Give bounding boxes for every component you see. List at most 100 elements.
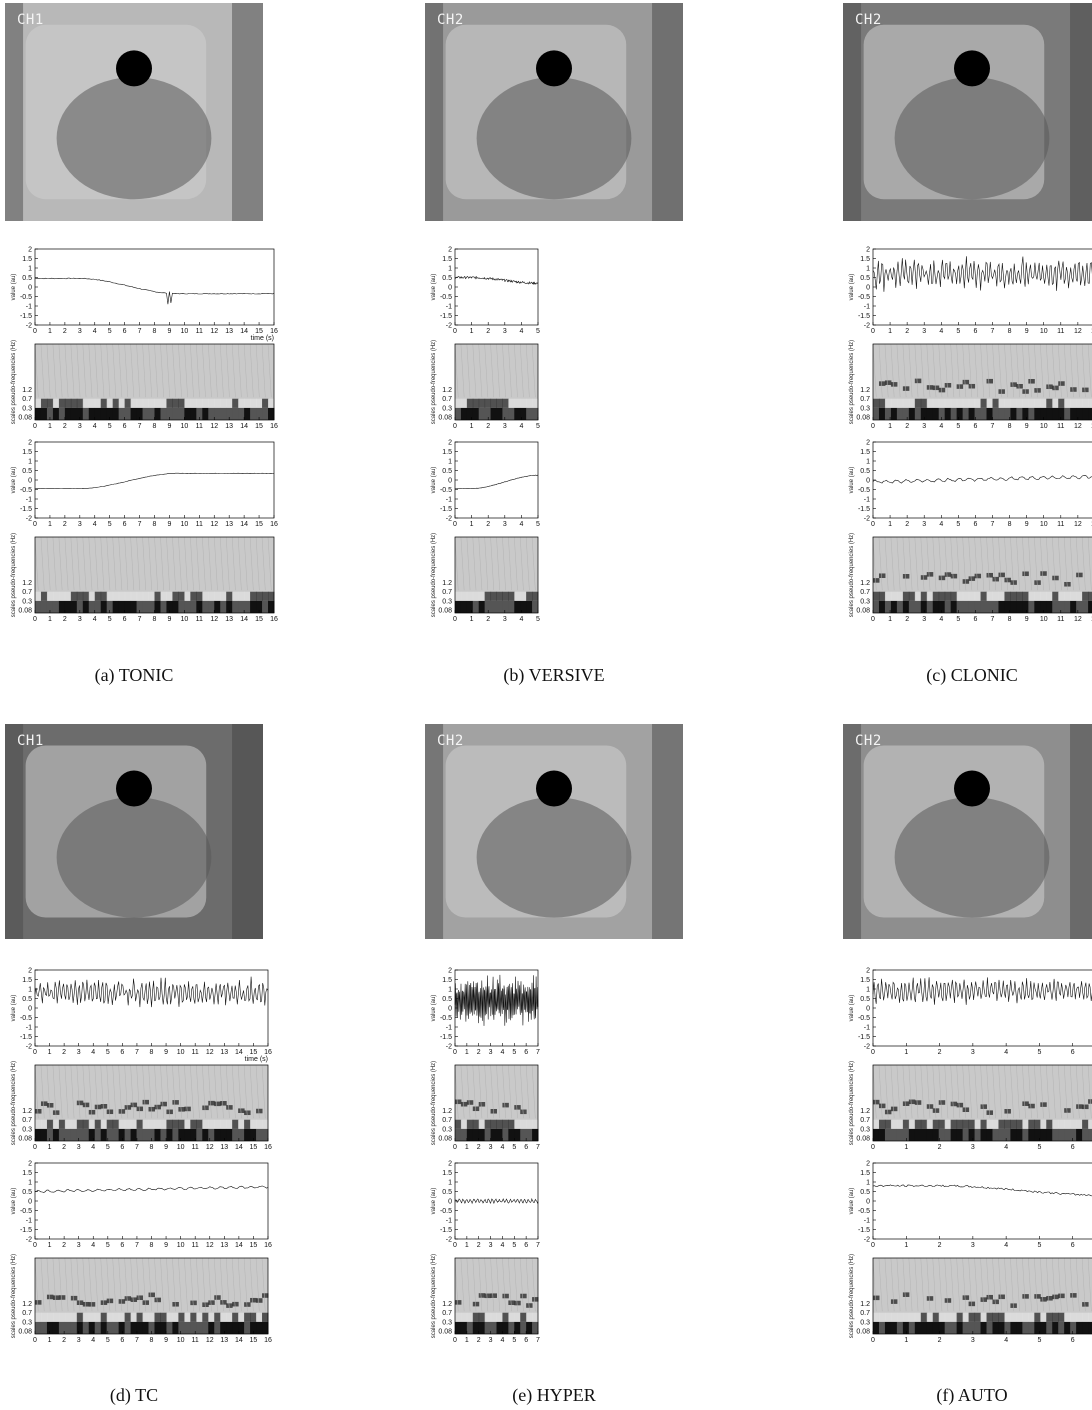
x-tick-label: 4 xyxy=(939,521,943,528)
y-tick-label: 0.7 xyxy=(442,589,452,596)
x-tick-label: 7 xyxy=(138,521,142,528)
x-tick-label: 14 xyxy=(235,1337,243,1344)
y-tick-label: 0.7 xyxy=(22,589,32,596)
y-tick-label: -1.5 xyxy=(858,506,870,513)
y-tick-label: -1.5 xyxy=(440,1227,452,1234)
x-tick-label: 2 xyxy=(62,1049,66,1056)
y-tick-label: -1 xyxy=(864,1218,870,1225)
x-tick-label: 0 xyxy=(871,521,875,528)
x-tick-label: 16 xyxy=(270,423,278,430)
x-tick-label: 7 xyxy=(135,1049,139,1056)
x-tick-label: 15 xyxy=(250,1049,258,1056)
x-tick-label: 11 xyxy=(196,328,203,335)
x-tick-label: 1 xyxy=(465,1144,469,1151)
y-tick-label: 0 xyxy=(448,1199,452,1206)
y-tick-label: -1 xyxy=(446,497,452,504)
value-plot: 2 1.5 1 0.5 0 -0.5 -1 -1.5 -2 value (au) 0 1 2 3 4 5 6 7 8… xyxy=(5,440,286,535)
x-tick-label: 15 xyxy=(255,328,263,335)
x-tick-label: 13 xyxy=(220,1049,228,1056)
x-tick-label: 9 xyxy=(164,1144,168,1151)
x-tick-label: 13 xyxy=(225,521,233,528)
value-plot: 2 1.5 1 0.5 0 -0.5 -1 -1.5 -2 value (au) 0 1 2 3 4 5 6 7 8… xyxy=(5,247,286,343)
x-tick-label: 1 xyxy=(888,328,892,335)
x-tick-label: 0 xyxy=(453,616,457,623)
channel-label: CH1 xyxy=(17,733,44,749)
x-tick-label: 0 xyxy=(33,1049,37,1056)
y-tick-label: -2 xyxy=(864,1237,870,1244)
x-tick-label: 2 xyxy=(486,616,490,623)
subfigure-caption: (a) TONIC xyxy=(94,665,174,685)
y-axis-label: scales pseudo-frequencies (Hz) xyxy=(431,1254,437,1338)
y-tick-label: 0.08 xyxy=(856,607,870,614)
x-tick-label: 0 xyxy=(453,1049,457,1056)
x-tick-label: 8 xyxy=(153,423,157,430)
x-tick-label: 6 xyxy=(120,1049,124,1056)
y-tick-label: 1.2 xyxy=(22,1301,32,1308)
x-tick-label: 15 xyxy=(255,616,263,623)
x-tick-label: 13 xyxy=(220,1144,228,1151)
x-tick-label: 5 xyxy=(108,616,112,623)
y-tick-label: 0.3 xyxy=(442,405,452,412)
x-tick-label: 0 xyxy=(871,328,875,335)
x-tick-label: 3 xyxy=(78,616,82,623)
x-tick-label: 1 xyxy=(888,616,892,623)
x-tick-label: 1 xyxy=(465,1049,469,1056)
y-tick-label: 1 xyxy=(28,987,32,994)
y-tick-label: -2 xyxy=(446,1044,452,1051)
x-tick-label: 6 xyxy=(1071,1049,1075,1056)
y-tick-label: -1.5 xyxy=(20,1034,32,1041)
x-tick-label: 10 xyxy=(180,423,188,430)
y-tick-label: -2 xyxy=(26,516,32,523)
y-tick-label: 0 xyxy=(866,478,870,485)
x-tick-label: 1 xyxy=(48,328,52,335)
x-tick-label: 4 xyxy=(519,328,523,335)
y-tick-label: -0.5 xyxy=(858,487,870,494)
y-tick-label: 0.7 xyxy=(860,1117,870,1124)
x-tick-label: 8 xyxy=(1008,328,1012,335)
plot-frame xyxy=(872,1064,1092,1142)
y-tick-label: 1 xyxy=(448,266,452,273)
y-tick-label: 0.08 xyxy=(438,607,452,614)
y-axis-label: value (au) xyxy=(11,467,17,494)
y-tick-label: 0.5 xyxy=(442,1189,452,1196)
y-axis-label: value (au) xyxy=(431,995,437,1022)
y-tick-label: -2 xyxy=(446,323,452,330)
y-tick-label: 1 xyxy=(28,1180,32,1187)
x-tick-label: 6 xyxy=(973,521,977,528)
x-tick-label: 3 xyxy=(922,423,926,430)
scalogram-plot: 1.2 0.7 0.3 0.08 scales pseudo-frequencies (… xyxy=(843,1061,1092,1158)
x-tick-label: 2 xyxy=(62,1337,66,1344)
x-tick-label: 6 xyxy=(120,1337,124,1344)
y-tick-label: 2 xyxy=(28,1161,32,1168)
plot-frame xyxy=(34,248,275,326)
x-tick-label: 4 xyxy=(939,328,943,335)
y-tick-label: 0.5 xyxy=(860,468,870,475)
signal-trace xyxy=(34,277,275,305)
y-tick-label: 0.3 xyxy=(22,405,32,412)
x-tick-label: 2 xyxy=(477,1242,481,1249)
y-axis-label: value (au) xyxy=(431,467,437,494)
x-tick-label: 14 xyxy=(240,616,248,623)
x-tick-label: 5 xyxy=(1037,1144,1041,1151)
x-tick-label: 3 xyxy=(922,328,926,335)
value-plot: 2 1.5 1 0.5 0 -0.5 -1 -1.5 -2 value (au) 0 1 2 3 4 5 xyxy=(425,440,550,535)
y-tick-label: 0.7 xyxy=(442,396,452,403)
x-tick-label: 1 xyxy=(888,521,892,528)
x-tick-label: 16 xyxy=(264,1144,272,1151)
scalogram-plot: 1.2 0.7 0.3 0.08 scales pseudo-frequencies (… xyxy=(5,340,286,437)
y-tick-label: 1 xyxy=(448,459,452,466)
value-plot: 2 1.5 1 0.5 0 -0.5 -1 -1.5 -2 value (au) 0 1 2 3 4 5 xyxy=(425,247,550,342)
y-axis-label: value (au) xyxy=(849,274,855,301)
x-tick-label: 9 xyxy=(167,328,171,335)
x-tick-label: 7 xyxy=(135,1144,139,1151)
y-tick-label: 1.2 xyxy=(22,387,32,394)
signal-trace xyxy=(872,256,1092,292)
face-mask xyxy=(536,50,572,87)
y-tick-label: 1 xyxy=(448,987,452,994)
x-tick-label: 10 xyxy=(180,521,188,528)
video-frame-image xyxy=(843,3,1092,221)
y-tick-label: 2 xyxy=(448,1161,452,1168)
y-tick-label: 1.5 xyxy=(22,256,32,263)
signal-trace xyxy=(34,976,269,1008)
